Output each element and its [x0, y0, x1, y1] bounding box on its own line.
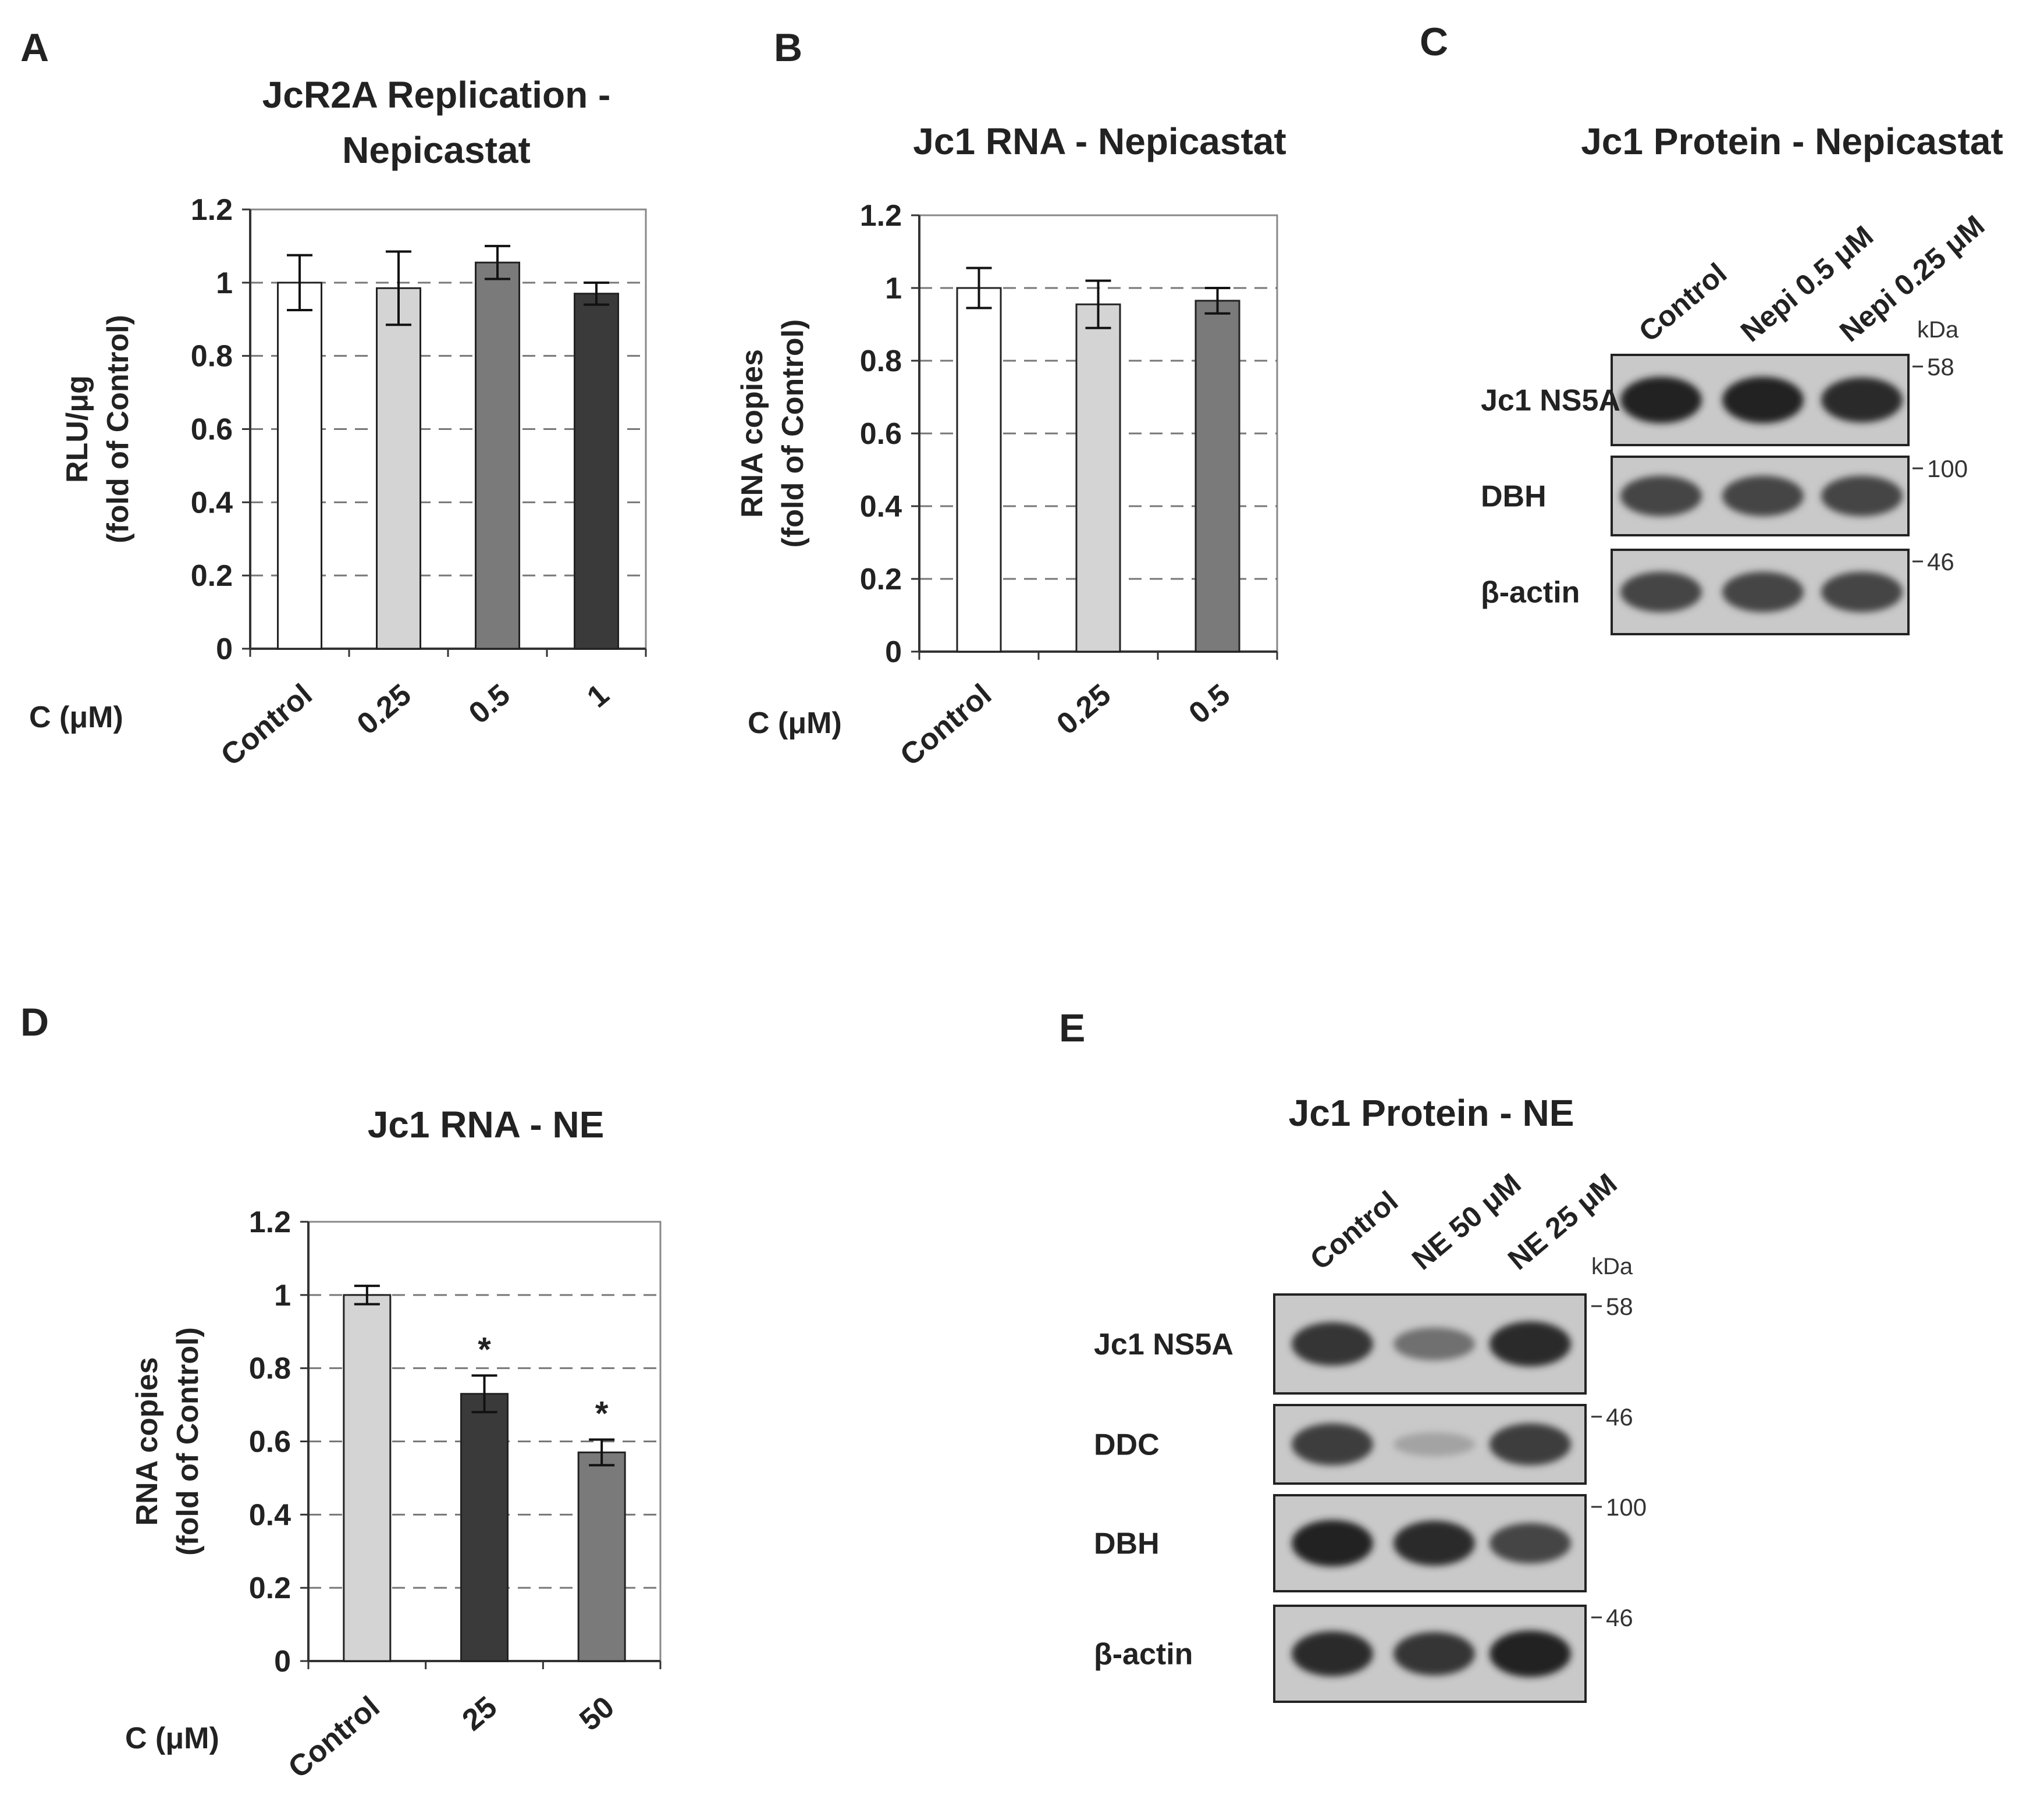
marker-weight: 46	[1927, 548, 1954, 575]
marker-weight: 58	[1927, 353, 1954, 380]
y-tick-label: 1	[885, 272, 902, 305]
protein-band	[1821, 377, 1903, 423]
y-tick-label: 1.2	[191, 193, 233, 227]
bar-0-25	[1075, 303, 1121, 653]
chart-title: Jc1 RNA - Nepicastat	[913, 120, 1286, 162]
blot-row-label: DBH	[1481, 480, 1547, 514]
protein-band	[1722, 475, 1804, 517]
chart-title: Nepicastat	[342, 129, 531, 171]
x-axis-label: C (μM)	[29, 700, 123, 734]
protein-band	[1722, 571, 1804, 613]
protein-band	[1292, 1520, 1373, 1567]
panel-letter-b: B	[774, 26, 802, 70]
x-axis-label: C (μM)	[748, 706, 842, 740]
bar-control	[343, 1294, 392, 1662]
y-tick-label: 0.8	[191, 340, 233, 374]
protein-band	[1620, 376, 1702, 424]
protein-band	[1490, 1630, 1571, 1677]
y-tick-label: 0.2	[249, 1571, 291, 1605]
y-tick-label: 0	[885, 635, 902, 669]
blot-row-label: β-actin	[1481, 576, 1580, 610]
protein-band	[1394, 1432, 1475, 1456]
blot-row-label: Jc1 NS5A	[1481, 384, 1620, 418]
blot-row-label: DBH	[1094, 1527, 1160, 1561]
blot-title: Jc1 Protein - NE	[1289, 1092, 1574, 1134]
blot-title: Jc1 Protein - Nepicastat	[1581, 120, 2003, 162]
y-tick-label: 0.4	[860, 490, 902, 524]
significance-marker: *	[595, 1395, 609, 1432]
kda-label: kDa	[1917, 317, 1959, 343]
bar-0-5	[475, 261, 520, 650]
marker-weight: 58	[1606, 1293, 1633, 1320]
y-tick-label: 0.4	[191, 486, 233, 520]
y-tick-label: 0.6	[249, 1425, 291, 1459]
protein-band	[1490, 1321, 1571, 1367]
bar-1	[574, 293, 619, 650]
y-tick-label: 0	[274, 1645, 291, 1678]
marker-weight: 46	[1606, 1403, 1633, 1431]
protein-band	[1821, 571, 1903, 613]
bar-50	[577, 1451, 626, 1662]
x-axis-label: C (μM)	[125, 1722, 219, 1755]
marker-weight: 100	[1927, 455, 1968, 482]
protein-band	[1394, 1520, 1475, 1566]
protein-band	[1394, 1327, 1475, 1361]
bar-chart-d: Jc1 RNA - NE00.20.40.60.811.2Control*25*…	[125, 1104, 662, 1785]
significance-marker: *	[478, 1331, 491, 1368]
chart-title: Jc1 RNA - NE	[368, 1104, 605, 1146]
y-tick-label: 1.2	[860, 199, 902, 233]
protein-band	[1722, 376, 1804, 424]
y-axis-label: RNA copies	[130, 1357, 164, 1526]
blot-row-label: DDC	[1094, 1428, 1160, 1462]
y-tick-label: 1.2	[249, 1205, 291, 1239]
panel-letter-a: A	[20, 26, 49, 70]
protein-band	[1292, 1322, 1373, 1366]
protein-band	[1394, 1632, 1475, 1676]
y-tick-label: 1	[274, 1279, 291, 1313]
bar-0-5	[1195, 300, 1240, 653]
kda-label: kDa	[1591, 1254, 1633, 1279]
protein-band	[1821, 475, 1903, 517]
bar-25	[460, 1393, 509, 1662]
y-tick-label: 0.6	[191, 413, 233, 447]
y-tick-label: 0.8	[860, 344, 902, 378]
blot-row-label: β-actin	[1094, 1638, 1193, 1672]
panel-letter-d: D	[20, 1000, 49, 1044]
protein-band	[1620, 475, 1702, 517]
blot-row-label: Jc1 NS5A	[1094, 1328, 1233, 1361]
y-tick-label: 0.2	[191, 559, 233, 593]
bar-control	[277, 282, 322, 650]
marker-weight: 100	[1606, 1493, 1647, 1521]
y-axis-label: (fold of Control)	[171, 1327, 205, 1556]
protein-band	[1490, 1423, 1571, 1466]
protein-band	[1292, 1631, 1373, 1677]
y-tick-label: 0.6	[860, 417, 902, 451]
bar-control	[956, 287, 1002, 653]
y-tick-label: 0.2	[860, 563, 902, 596]
y-tick-label: 0	[216, 632, 233, 666]
y-tick-label: 0.8	[249, 1352, 291, 1386]
protein-band	[1620, 571, 1702, 613]
y-tick-label: 0.4	[249, 1498, 291, 1532]
y-axis-label: (fold of Control)	[776, 319, 810, 548]
chart-title: JcR2A Replication -	[262, 74, 611, 116]
protein-band	[1292, 1423, 1373, 1466]
bar-chart-b: Jc1 RNA - Nepicastat00.20.40.60.811.2Con…	[735, 120, 1286, 773]
y-axis-label: (fold of Control)	[101, 315, 135, 543]
protein-band	[1490, 1523, 1571, 1564]
y-axis-label: RLU/μg	[61, 375, 94, 483]
bar-0-25	[376, 287, 421, 650]
marker-weight: 46	[1606, 1604, 1633, 1631]
y-axis-label: RNA copies	[735, 349, 769, 518]
panel-letter-e: E	[1059, 1006, 1085, 1050]
y-tick-label: 1	[216, 266, 233, 300]
panel-letter-c: C	[1420, 20, 1448, 64]
